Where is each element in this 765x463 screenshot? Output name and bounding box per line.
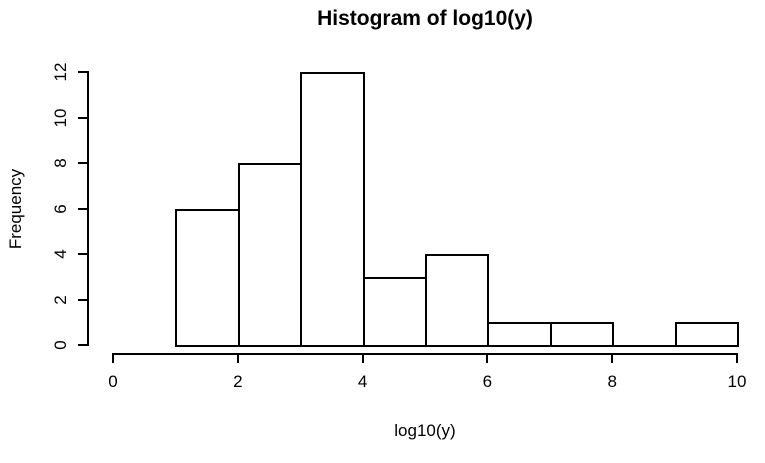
y-tick-label: 0 xyxy=(51,340,70,350)
y-tick xyxy=(78,71,87,73)
x-tick-label: 0 xyxy=(108,372,118,391)
histogram-bar xyxy=(237,163,303,347)
x-tick-label: 6 xyxy=(482,372,493,391)
x-tick xyxy=(611,353,614,363)
y-axis-line xyxy=(87,71,89,346)
x-tick xyxy=(736,353,738,363)
y-tick xyxy=(78,207,87,210)
chart-title: Histogram of log10(y) xyxy=(317,7,533,30)
y-tick xyxy=(78,116,87,119)
y-tick-label: 4 xyxy=(51,249,70,259)
y-tick-label: 2 xyxy=(51,294,70,305)
y-tick xyxy=(78,298,87,301)
x-tick xyxy=(486,353,489,363)
x-tick xyxy=(236,353,239,363)
x-tick xyxy=(361,353,364,363)
y-tick-label: 10 xyxy=(51,108,70,127)
y-axis-label: Frequency xyxy=(6,168,25,250)
x-axis-label: log10(y) xyxy=(394,421,456,440)
y-tick-label: 12 xyxy=(51,62,70,82)
x-tick xyxy=(112,353,114,363)
histogram-bar xyxy=(362,276,427,347)
y-tick-label: 6 xyxy=(51,203,70,214)
histogram-bar xyxy=(300,72,365,347)
y-tick xyxy=(78,344,87,346)
y-tick-label: 8 xyxy=(51,158,70,168)
y-tick xyxy=(78,162,87,164)
x-tick-label: 8 xyxy=(607,372,617,391)
y-tick xyxy=(78,253,87,255)
histogram-bar xyxy=(549,322,615,347)
x-axis-line xyxy=(112,353,738,355)
x-tick-label: 10 xyxy=(727,372,747,391)
x-tick-label: 4 xyxy=(357,372,368,391)
histogram-bar xyxy=(175,208,240,347)
histogram-bar xyxy=(487,322,552,347)
histogram-baseline xyxy=(175,345,739,347)
x-tick-label: 2 xyxy=(233,372,243,391)
histogram-bar xyxy=(674,322,739,347)
histogram-bar xyxy=(425,254,490,347)
